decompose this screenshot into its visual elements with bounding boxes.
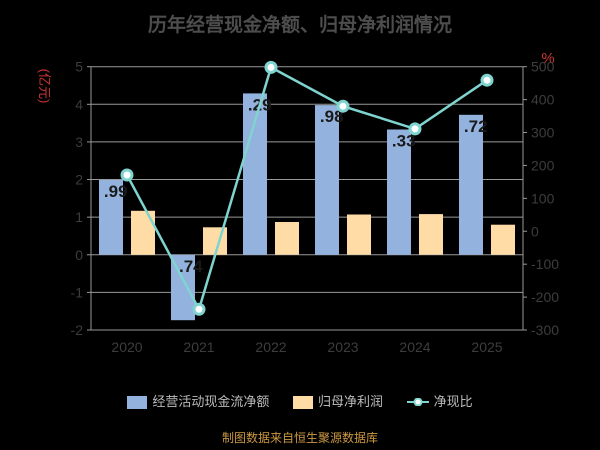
svg-text:2022: 2022: [255, 339, 286, 355]
svg-text:3: 3: [75, 134, 83, 150]
svg-text:-100: -100: [531, 256, 559, 272]
svg-text:2024: 2024: [399, 339, 430, 355]
svg-text:2025: 2025: [471, 339, 502, 355]
svg-text:100: 100: [531, 190, 555, 206]
svg-text:400: 400: [531, 92, 555, 108]
svg-text:300: 300: [531, 125, 555, 141]
svg-text:-200: -200: [531, 289, 559, 305]
svg-text:5: 5: [75, 59, 83, 75]
svg-text:2023: 2023: [327, 339, 358, 355]
svg-text:-1: -1: [71, 284, 84, 300]
svg-text:200: 200: [531, 157, 555, 173]
svg-text:0: 0: [75, 247, 83, 263]
svg-text:(亿元): (亿元): [37, 69, 52, 104]
svg-text:.72: .72: [464, 117, 488, 136]
svg-text:.74: .74: [179, 257, 203, 276]
svg-text:2: 2: [75, 172, 83, 188]
svg-text:4: 4: [75, 96, 83, 112]
svg-text:500: 500: [531, 59, 555, 75]
svg-text:2020: 2020: [111, 339, 142, 355]
svg-text:-300: -300: [531, 322, 559, 338]
svg-text:.99: .99: [104, 182, 128, 201]
svg-text:1: 1: [75, 209, 83, 225]
svg-text:0: 0: [531, 223, 539, 239]
svg-text:-2: -2: [71, 322, 84, 338]
svg-text:2021: 2021: [183, 339, 214, 355]
